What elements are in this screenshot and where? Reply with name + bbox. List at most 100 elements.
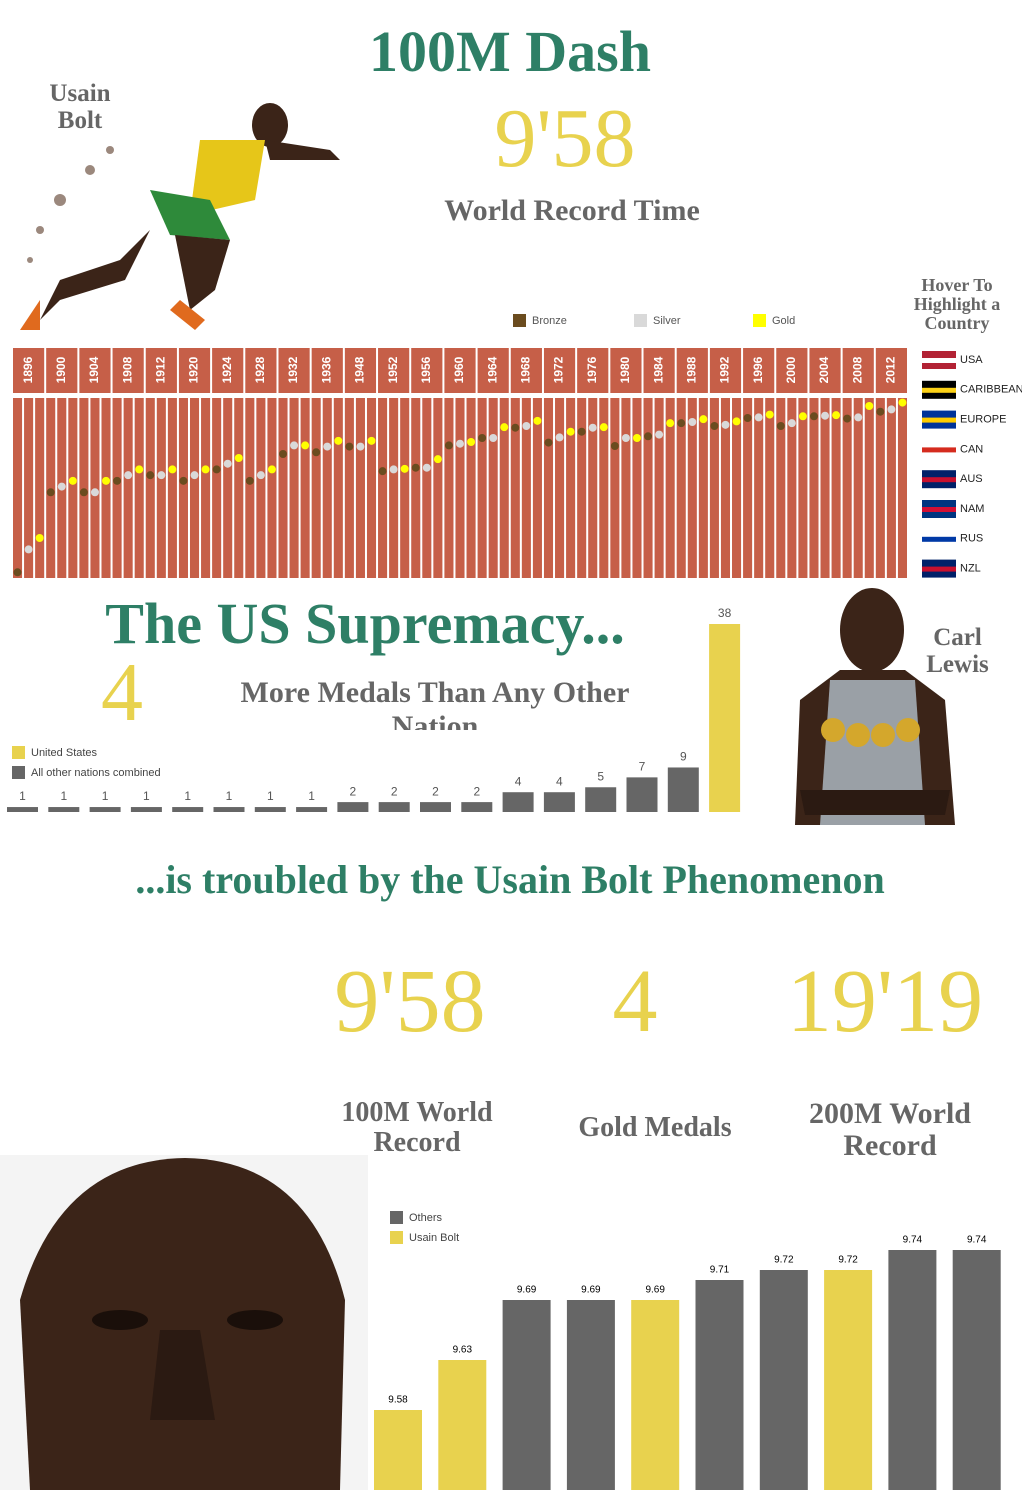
x-tick-label: 1932 — [286, 356, 300, 383]
x-tick-label: 1976 — [585, 356, 599, 383]
column — [411, 398, 421, 578]
legend-label: Usain Bolt — [409, 1232, 459, 1244]
medal-dot — [599, 423, 608, 432]
medal-dot — [389, 465, 398, 474]
bar — [130, 807, 162, 812]
column — [577, 398, 587, 578]
x-tick-label: 1984 — [651, 356, 665, 383]
column — [389, 398, 399, 578]
column — [234, 398, 244, 578]
medal-dot — [500, 423, 509, 432]
year-header — [79, 348, 111, 393]
x-tick-label: 2004 — [817, 356, 831, 383]
bar — [461, 802, 493, 812]
x-tick-label: 1896 — [21, 356, 35, 383]
value-label: 2 — [391, 784, 398, 798]
year-header — [543, 348, 576, 393]
column — [698, 398, 708, 578]
medal-dot — [301, 441, 310, 450]
carl-lewis-photo — [795, 588, 955, 825]
value-label: 1 — [143, 789, 150, 803]
column — [46, 398, 56, 578]
value-label: 9.63 — [453, 1345, 473, 1356]
column — [344, 398, 354, 578]
value-label: 9.69 — [581, 1285, 601, 1296]
column — [256, 398, 266, 578]
column — [886, 398, 896, 578]
value-label: 2 — [473, 784, 480, 798]
bar — [566, 1300, 615, 1490]
value-label: 1 — [308, 789, 315, 803]
column — [355, 398, 365, 578]
column — [709, 398, 719, 578]
medal-dot — [688, 418, 697, 426]
x-tick-label: 1952 — [386, 356, 400, 383]
value-label: 9.58 — [388, 1395, 408, 1406]
column — [400, 398, 410, 578]
x-tick-label: 1912 — [154, 356, 168, 383]
medal-dot — [57, 482, 66, 491]
year-header — [444, 348, 476, 393]
column — [776, 398, 786, 578]
column — [79, 398, 89, 578]
column — [687, 398, 697, 578]
medal-dot — [489, 434, 498, 442]
x-tick-label: 1908 — [120, 356, 134, 383]
legend-swatch — [390, 1231, 403, 1244]
column — [311, 398, 321, 578]
value-label: 2 — [432, 784, 439, 798]
column — [654, 398, 664, 578]
medal-dot — [68, 476, 77, 485]
year-header — [776, 348, 808, 393]
column — [632, 398, 642, 578]
column — [178, 398, 188, 578]
flag — [922, 536, 956, 542]
column — [732, 398, 742, 578]
bar — [438, 1360, 487, 1490]
legend-label: Gold — [772, 315, 795, 327]
medal-dot — [478, 434, 487, 442]
medal-dot — [422, 463, 431, 472]
medal-dot — [179, 476, 188, 485]
medal-dot — [456, 439, 464, 448]
medal-dot — [776, 422, 785, 430]
year-header — [378, 348, 410, 393]
column — [842, 398, 852, 578]
column — [212, 398, 222, 578]
bolt-running-photo — [20, 103, 340, 330]
column — [588, 398, 598, 578]
medal-dot — [577, 427, 586, 436]
column — [68, 398, 78, 578]
x-tick-label: 1964 — [485, 356, 499, 383]
bar — [585, 787, 617, 812]
bar — [337, 802, 369, 812]
medal-dot — [35, 534, 44, 542]
medal-dot — [555, 433, 564, 442]
medal-dot — [732, 417, 741, 426]
medal-dot — [279, 450, 288, 458]
column — [897, 398, 907, 578]
legend-swatch — [12, 766, 25, 779]
x-tick-label: 1960 — [452, 356, 466, 383]
column — [13, 398, 23, 578]
column — [499, 398, 509, 578]
year-header — [178, 348, 211, 393]
medal-dot — [843, 414, 852, 423]
value-label: 9.72 — [838, 1255, 858, 1266]
year-header — [46, 348, 78, 393]
column — [123, 398, 133, 578]
column — [643, 398, 653, 578]
medal-dot — [312, 448, 321, 457]
hover-hint: Hover To Highlight a Country — [913, 275, 1001, 333]
value-label: 4 — [556, 774, 563, 788]
legend-label: All other nations combined — [31, 767, 161, 779]
column — [422, 398, 432, 578]
record-stat: 9'58 — [494, 92, 636, 185]
column — [599, 398, 609, 578]
year-header — [278, 348, 310, 393]
country-label: NAM — [960, 503, 984, 515]
bar — [888, 1250, 937, 1490]
phenomenon-stat: 4 — [612, 952, 658, 1051]
